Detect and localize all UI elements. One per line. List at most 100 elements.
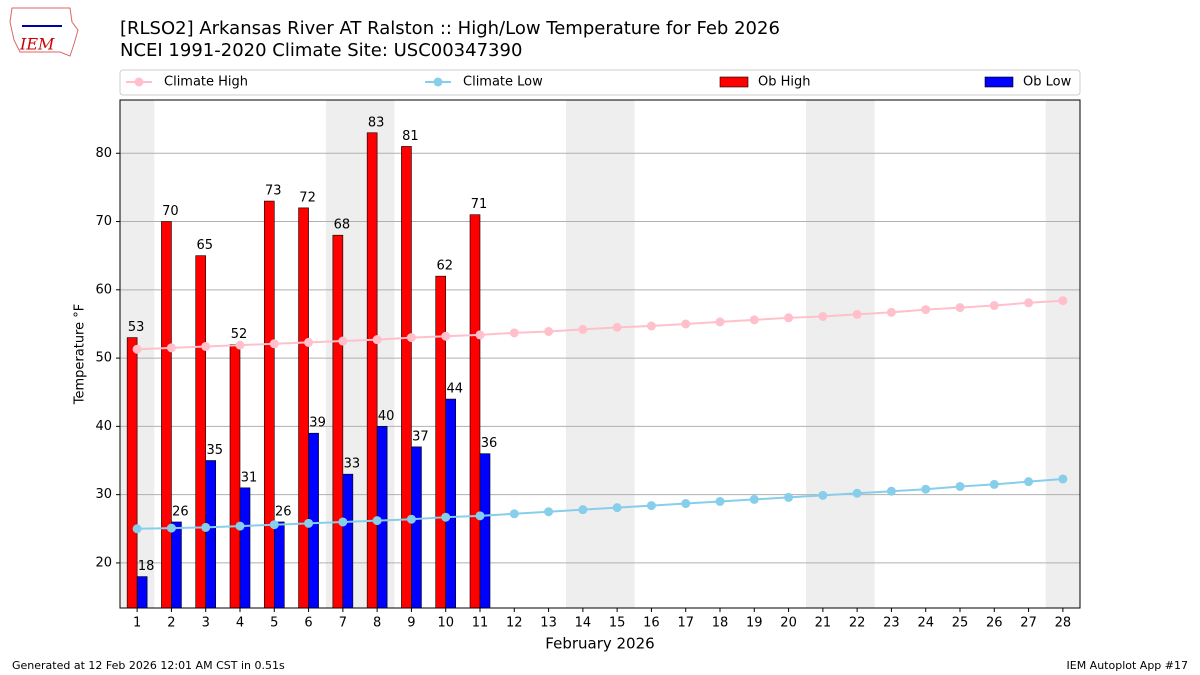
point: [715, 496, 725, 506]
point: [852, 309, 862, 319]
point: [132, 344, 142, 354]
data-label: 26: [275, 504, 292, 519]
x-tick-label: 27: [1020, 616, 1037, 631]
point: [852, 488, 862, 498]
point: [818, 311, 828, 321]
x-tick-label: 21: [815, 616, 832, 631]
footer-right: IEM Autoplot App #17: [1067, 659, 1189, 672]
bar: [195, 255, 207, 609]
y-tick-label: 20: [95, 555, 112, 570]
x-tick-label: 6: [304, 616, 312, 631]
shade: [806, 100, 875, 608]
legend-swatch: [433, 77, 443, 87]
x-tick-label: 8: [373, 616, 381, 631]
x-tick-label: 14: [575, 616, 592, 631]
bar: [366, 132, 378, 609]
point: [749, 494, 759, 504]
legend-swatch: [984, 76, 1014, 88]
y-axis-label: Temperature °F: [73, 304, 88, 405]
logo-outline: [9, 7, 79, 57]
point: [646, 321, 656, 331]
point: [406, 514, 416, 524]
bar: [411, 446, 422, 609]
point: [715, 317, 725, 327]
x-tick-label: 12: [506, 616, 523, 631]
point: [372, 516, 382, 526]
point: [749, 315, 759, 325]
point: [201, 341, 211, 351]
legend-label: Ob High: [758, 75, 811, 90]
point: [509, 328, 519, 338]
data-label: 18: [138, 559, 155, 574]
data-label: 81: [402, 129, 419, 144]
bar: [171, 521, 182, 609]
data-label: 26: [172, 504, 189, 519]
point: [681, 319, 691, 329]
y-tick-label: 80: [95, 146, 112, 161]
point: [612, 322, 622, 332]
data-label: 31: [241, 470, 258, 485]
x-tick-label: 18: [712, 616, 729, 631]
x-tick-label: 5: [270, 616, 278, 631]
data-label: 72: [299, 190, 316, 205]
bar: [332, 234, 344, 609]
point: [921, 305, 931, 315]
x-tick-label: 1: [133, 616, 141, 631]
data-label: 73: [265, 184, 282, 199]
chart-title: [RLSO2] Arkansas River AT Ralston :: Hig…: [120, 18, 780, 39]
x-tick-label: 13: [540, 616, 557, 631]
data-label: 62: [436, 259, 453, 274]
data-label: 35: [206, 443, 223, 458]
point: [578, 505, 588, 515]
data-label: 44: [446, 382, 463, 397]
logo: IEM: [9, 7, 79, 57]
point: [578, 324, 588, 334]
point: [509, 509, 519, 519]
bar: [161, 221, 172, 609]
data-label: 68: [334, 218, 351, 233]
legend-swatch: [719, 76, 749, 88]
x-tick-label: 23: [883, 616, 900, 631]
point: [1058, 474, 1068, 484]
x-tick-label: 17: [677, 616, 694, 631]
point: [475, 511, 485, 521]
bar: [136, 576, 148, 609]
point: [989, 479, 999, 489]
bar: [239, 487, 251, 609]
data-label: 65: [196, 238, 213, 253]
bar: [126, 337, 138, 609]
point: [441, 512, 451, 522]
bar: [479, 453, 491, 609]
x-tick-label: 22: [849, 616, 866, 631]
bar: [263, 200, 275, 609]
point: [1024, 477, 1034, 487]
line: [137, 477, 1063, 530]
line: [137, 299, 1063, 351]
point: [406, 333, 416, 343]
point: [646, 501, 656, 511]
point: [338, 336, 348, 346]
point: [921, 484, 931, 494]
point: [166, 343, 176, 353]
point: [475, 330, 485, 340]
point: [235, 340, 245, 350]
point: [784, 492, 794, 502]
bar: [205, 460, 217, 609]
bar: [445, 398, 457, 609]
y-tick-label: 40: [95, 419, 112, 434]
data-label: 36: [481, 436, 498, 451]
data-label: 33: [344, 457, 361, 472]
point: [784, 313, 794, 323]
point: [1024, 298, 1034, 308]
shade: [1045, 100, 1080, 608]
bar: [435, 275, 447, 609]
point: [544, 326, 554, 336]
point: [269, 520, 279, 530]
point: [441, 331, 451, 341]
point: [955, 303, 965, 313]
x-tick-label: 10: [437, 616, 454, 631]
point: [886, 486, 896, 496]
x-tick-label: 26: [986, 616, 1003, 631]
bar: [469, 214, 481, 609]
